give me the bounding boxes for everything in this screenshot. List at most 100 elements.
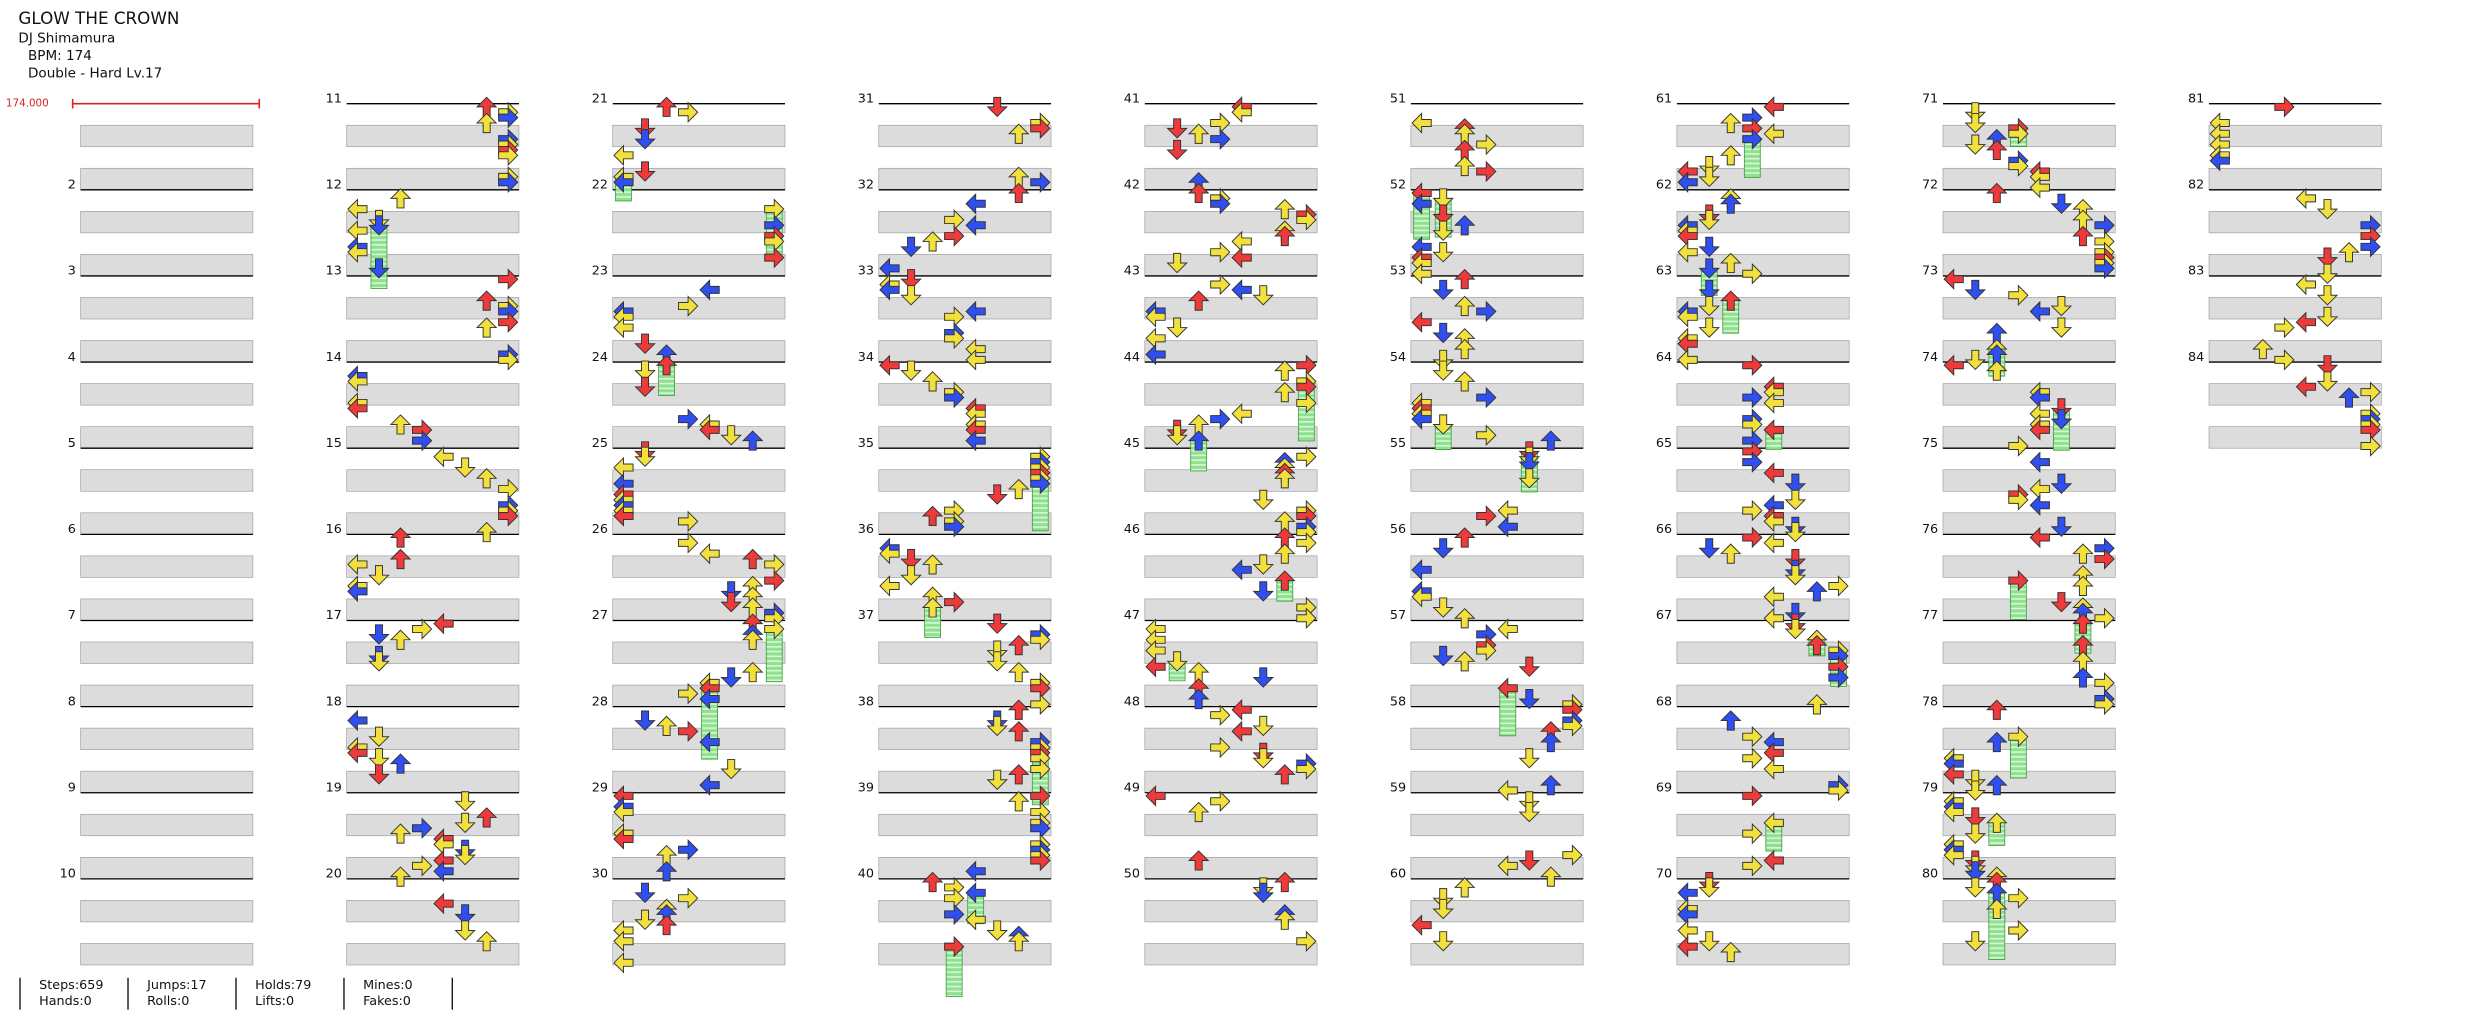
measure-number: 44	[1124, 350, 1140, 365]
measure-number: 50	[1124, 867, 1140, 882]
measure-number: 6	[68, 522, 76, 537]
beat-band	[346, 167, 520, 191]
arrow	[1210, 791, 1231, 812]
measure-number: 4	[68, 350, 76, 365]
measure-number: 42	[1124, 178, 1140, 193]
beat-band	[2208, 167, 2382, 191]
arrow	[634, 710, 656, 731]
beat-band	[1410, 124, 1584, 148]
beat-band	[1144, 555, 1318, 578]
stat: Steps:659	[39, 978, 103, 993]
beat-band	[1942, 813, 2116, 837]
arrow	[2274, 96, 2295, 117]
arrow	[1296, 446, 1317, 467]
arrow	[1828, 575, 1849, 597]
arrow	[412, 618, 433, 640]
measure-number: 78	[1922, 694, 1938, 709]
beat-band	[1942, 211, 2116, 234]
arrow	[1210, 705, 1231, 726]
arrow	[1699, 538, 1720, 559]
measure-number: 62	[1656, 178, 1672, 193]
beat-band	[346, 555, 520, 578]
beat-band	[1942, 641, 2116, 664]
arrow	[634, 882, 656, 903]
beat-band	[878, 943, 1052, 966]
measure-number: 83	[2188, 264, 2204, 279]
beat-band	[878, 512, 1052, 535]
arrow	[390, 753, 411, 774]
beat-band	[80, 167, 254, 191]
arrow	[1296, 532, 1317, 553]
beat-band	[1144, 211, 1318, 234]
arrow	[1433, 322, 1454, 344]
arrow	[1274, 360, 1295, 381]
arrow	[1785, 618, 1806, 640]
beat-band	[1144, 124, 1318, 148]
measure-number: 64	[1656, 350, 1672, 365]
measure-number: 13	[326, 264, 342, 279]
measure-number: 2	[68, 178, 76, 193]
measure-number: 34	[858, 350, 874, 365]
measure-number: 27	[592, 608, 608, 623]
arrow	[2029, 495, 2050, 516]
arrow	[678, 102, 699, 123]
arrow	[2360, 236, 2381, 257]
stat: Rolls:0	[147, 994, 189, 1009]
arrow	[1742, 748, 1763, 769]
measure-number: 71	[1922, 91, 1938, 106]
measure-number: 20	[326, 867, 342, 882]
arrow	[2029, 452, 2050, 473]
arrow	[1210, 274, 1231, 295]
beat-band	[1942, 383, 2116, 406]
beat-band	[612, 943, 786, 966]
measure-number: 76	[1922, 522, 1938, 537]
measure-number: 31	[858, 91, 874, 106]
beat-band	[1410, 297, 1584, 320]
beat-band	[1942, 727, 2116, 750]
beat-band	[612, 900, 786, 923]
measure-number: 48	[1124, 694, 1140, 709]
beat-band	[80, 770, 254, 794]
beat-band	[346, 857, 520, 880]
beat-band	[612, 254, 786, 277]
beat-band	[1410, 211, 1584, 234]
arrow	[1231, 403, 1252, 424]
stat: Hands:0	[39, 994, 92, 1009]
beat-band	[1410, 943, 1584, 966]
beat-band	[1942, 900, 2116, 923]
arrow	[1699, 236, 1720, 257]
arrow	[901, 236, 922, 257]
beat-band	[346, 383, 520, 406]
measure-number: 39	[858, 780, 874, 795]
beat-band	[612, 555, 786, 578]
arrow	[965, 193, 986, 214]
measure-number: 46	[1124, 522, 1140, 537]
beat-band	[612, 684, 786, 707]
arrow	[922, 231, 943, 252]
arrow	[1210, 409, 1231, 430]
measure-number: 38	[858, 694, 874, 709]
beat-band	[878, 555, 1052, 578]
measure-number: 36	[858, 522, 874, 537]
measure-number: 24	[592, 350, 608, 365]
arrow	[1763, 532, 1784, 553]
beat-band	[878, 684, 1052, 707]
beat-band	[878, 297, 1052, 320]
arrow	[1720, 710, 1741, 731]
arrow	[1454, 877, 1475, 898]
measure-number: 63	[1656, 264, 1672, 279]
beat-band	[1676, 555, 1850, 578]
beat-band	[1676, 900, 1850, 923]
beat-band	[1144, 727, 1318, 750]
arrow	[1008, 662, 1029, 683]
arrow	[1965, 877, 1986, 898]
beat-band	[612, 857, 786, 880]
beat-band	[612, 297, 786, 320]
beat-band	[878, 340, 1052, 363]
beat-band	[612, 813, 786, 837]
measure-number: 14	[326, 350, 342, 365]
beat-band	[1144, 167, 1318, 191]
beat-band	[346, 943, 520, 966]
measure-number: 80	[1922, 867, 1938, 882]
